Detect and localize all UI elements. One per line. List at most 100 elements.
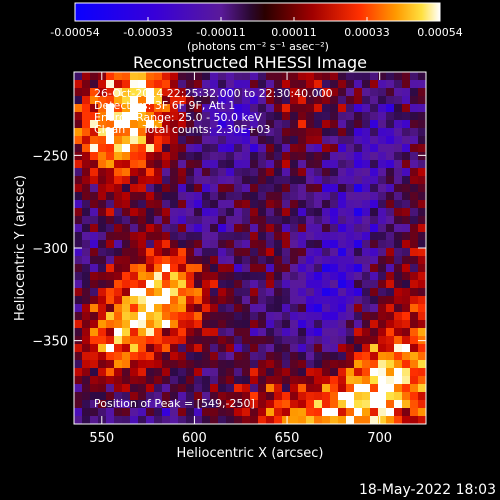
heatmap-cell [250, 88, 259, 97]
heatmap-cell [98, 128, 107, 137]
heatmap-cell [210, 88, 219, 97]
heatmap-cell [306, 240, 315, 249]
colorbar-tick-label: 0.00054 [417, 26, 463, 39]
heatmap-cell [234, 200, 243, 209]
heatmap-cell [346, 320, 355, 329]
heatmap-cell [122, 200, 131, 209]
heatmap-cell [258, 304, 267, 313]
heatmap-cell [258, 192, 267, 201]
heatmap-cell [74, 304, 83, 313]
heatmap-cell [250, 128, 259, 137]
heatmap-cell [258, 376, 267, 385]
heatmap-cell [90, 136, 99, 145]
heatmap-cell [114, 248, 123, 257]
heatmap-cell [194, 208, 203, 217]
heatmap-cell [266, 136, 275, 145]
heatmap-cell [162, 392, 171, 401]
heatmap-cell [330, 400, 339, 409]
heatmap-cell [410, 88, 419, 97]
heatmap-cell [98, 112, 107, 121]
heatmap-cell [290, 392, 299, 401]
heatmap-cell [242, 192, 251, 201]
heatmap-cell [106, 288, 115, 297]
heatmap-cell [170, 392, 179, 401]
heatmap-cell [418, 360, 426, 369]
heatmap-cell [194, 168, 203, 177]
heatmap-cell [122, 288, 131, 297]
heatmap-cell [226, 296, 235, 305]
heatmap-cell [250, 416, 259, 424]
heatmap-cell [298, 128, 307, 137]
heatmap-cell [346, 288, 355, 297]
heatmap-cell [90, 248, 99, 257]
heatmap-cell [194, 344, 203, 353]
heatmap-cell [266, 104, 275, 113]
heatmap-cell [106, 320, 115, 329]
heatmap-cell [258, 384, 267, 393]
heatmap-cell [234, 280, 243, 289]
heatmap-cell [362, 192, 371, 201]
heatmap-cell [402, 416, 411, 424]
heatmap-cell [130, 128, 139, 137]
heatmap-cell [90, 184, 99, 193]
heatmap-cell [346, 240, 355, 249]
heatmap-cell [74, 216, 83, 225]
heatmap-cell [250, 288, 259, 297]
heatmap-cell [354, 296, 363, 305]
heatmap-cell [218, 368, 227, 377]
heatmap-cell [130, 216, 139, 225]
heatmap-cell [130, 304, 139, 313]
heatmap-cell [314, 112, 323, 121]
heatmap-cell [378, 272, 387, 281]
heatmap-cell [82, 200, 91, 209]
heatmap-cell [274, 272, 283, 281]
heatmap-cell [178, 112, 187, 121]
heatmap-cell [258, 120, 267, 129]
heatmap-cell [314, 224, 323, 233]
heatmap-cell [314, 416, 323, 424]
heatmap-cell [410, 288, 419, 297]
heatmap-cell [338, 80, 347, 89]
heatmap-cell [138, 184, 147, 193]
heatmap-cell [354, 336, 363, 345]
heatmap-cell [258, 272, 267, 281]
heatmap-cell [306, 264, 315, 273]
heatmap-cell [258, 248, 267, 257]
heatmap-cell [202, 344, 211, 353]
heatmap-cell [386, 104, 395, 113]
heatmap-cell [338, 120, 347, 129]
heatmap-cell [330, 320, 339, 329]
heatmap-cell [162, 264, 171, 273]
heatmap-cell [330, 96, 339, 105]
heatmap-cell [258, 296, 267, 305]
heatmap-cell [122, 120, 131, 129]
heatmap-cell [202, 72, 211, 81]
heatmap-cell [354, 136, 363, 145]
heatmap-cell [242, 304, 251, 313]
heatmap-cell [290, 304, 299, 313]
heatmap-cell [330, 176, 339, 185]
heatmap-cell [74, 328, 83, 337]
heatmap-cell [226, 368, 235, 377]
heatmap-cell [122, 368, 131, 377]
heatmap-cell [250, 208, 259, 217]
heatmap-cell [378, 248, 387, 257]
heatmap-cell [234, 336, 243, 345]
heatmap-cell [138, 248, 147, 257]
heatmap-cell [354, 216, 363, 225]
heatmap-cell [378, 408, 387, 417]
heatmap-cell [282, 224, 291, 233]
heatmap-cell [370, 344, 379, 353]
heatmap-cell [178, 336, 187, 345]
heatmap-cell [74, 176, 83, 185]
heatmap-cell [290, 256, 299, 265]
heatmap-cell [338, 256, 347, 265]
heatmap-cell [146, 368, 155, 377]
heatmap-cell [162, 192, 171, 201]
heatmap-cell [178, 272, 187, 281]
chart-title: Reconstructed RHESSI Image [133, 53, 367, 72]
heatmap-cells [74, 72, 426, 424]
heatmap-cell [234, 120, 243, 129]
heatmap-cell [242, 392, 251, 401]
heatmap-cell [138, 360, 147, 369]
